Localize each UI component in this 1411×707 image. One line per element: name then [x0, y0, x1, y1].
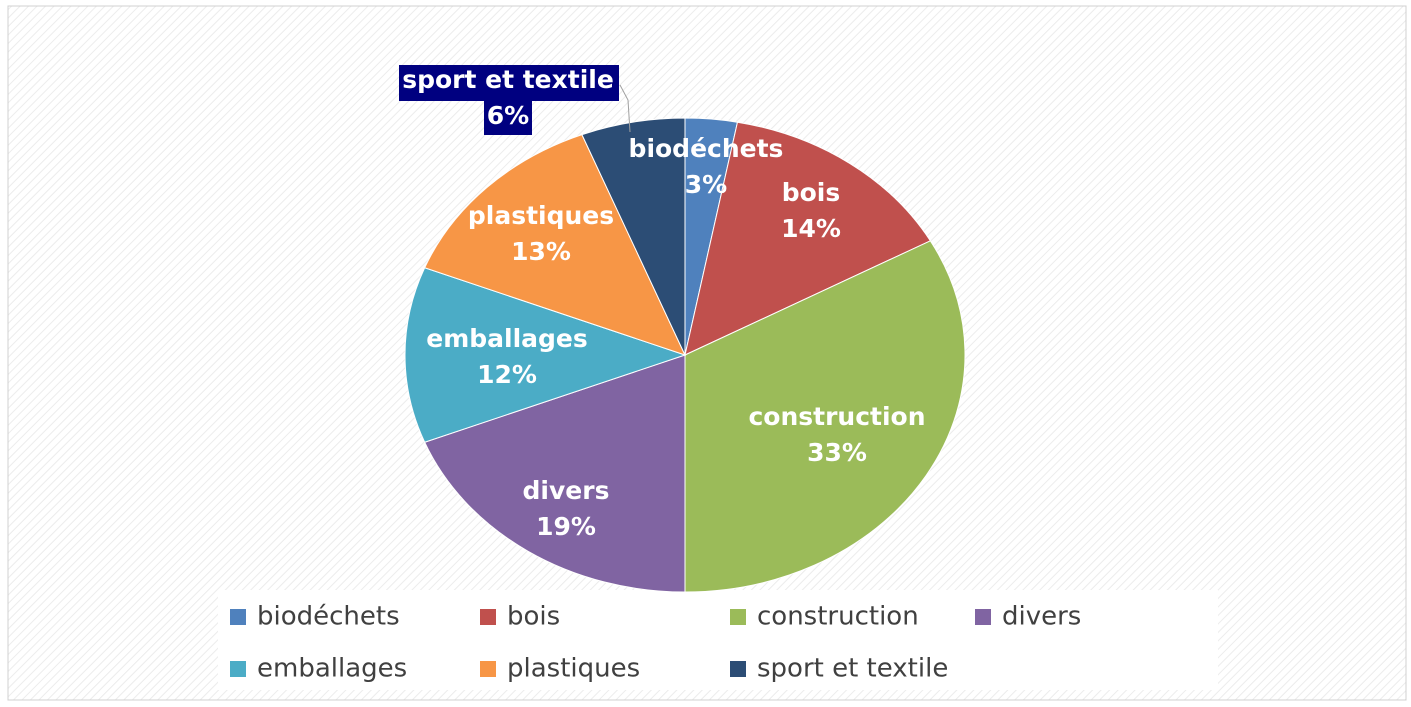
- data-label-name: sport et textile: [402, 65, 614, 94]
- legend-swatch: [480, 661, 496, 677]
- label-box: [484, 101, 532, 135]
- legend-swatch: [230, 661, 246, 677]
- legend-label: construction: [757, 602, 919, 632]
- legend-swatch: [730, 661, 746, 677]
- data-label-name: plastiques: [468, 201, 614, 230]
- data-label-value: 13%: [511, 237, 571, 266]
- legend-swatch: [230, 609, 246, 625]
- legend-swatch: [730, 609, 746, 625]
- data-label-value: 12%: [477, 360, 537, 389]
- data-label-name: construction: [748, 402, 925, 431]
- label-box: [399, 65, 619, 101]
- pie-slice: [684, 121, 932, 356]
- legend-label: sport et textile: [757, 654, 948, 684]
- legend-swatch: [480, 609, 496, 625]
- legend-label: biodéchets: [257, 602, 400, 632]
- data-label-name: emballages: [426, 324, 588, 353]
- legend-label: bois: [507, 602, 560, 632]
- data-label-name: divers: [523, 476, 610, 505]
- data-label-value: 33%: [807, 438, 867, 467]
- pie-slice: [423, 354, 686, 593]
- legend-box: [218, 590, 1218, 690]
- data-label-value: 3%: [685, 170, 727, 199]
- pie-slice: [423, 134, 686, 356]
- pie-slice: [581, 117, 686, 356]
- pie-slice: [404, 267, 687, 443]
- legend-label: plastiques: [507, 654, 640, 684]
- leader-line: [619, 84, 631, 133]
- legend-label: divers: [1002, 602, 1081, 632]
- data-label-name: biodéchets: [629, 134, 784, 163]
- legend-label: emballages: [257, 654, 407, 684]
- legend-swatch: [975, 609, 991, 625]
- data-label-value: 14%: [781, 214, 841, 243]
- data-label-value: 6%: [487, 101, 529, 130]
- data-label-value: 19%: [536, 512, 596, 541]
- pie-slice: [684, 240, 966, 593]
- data-label-name: bois: [782, 178, 841, 207]
